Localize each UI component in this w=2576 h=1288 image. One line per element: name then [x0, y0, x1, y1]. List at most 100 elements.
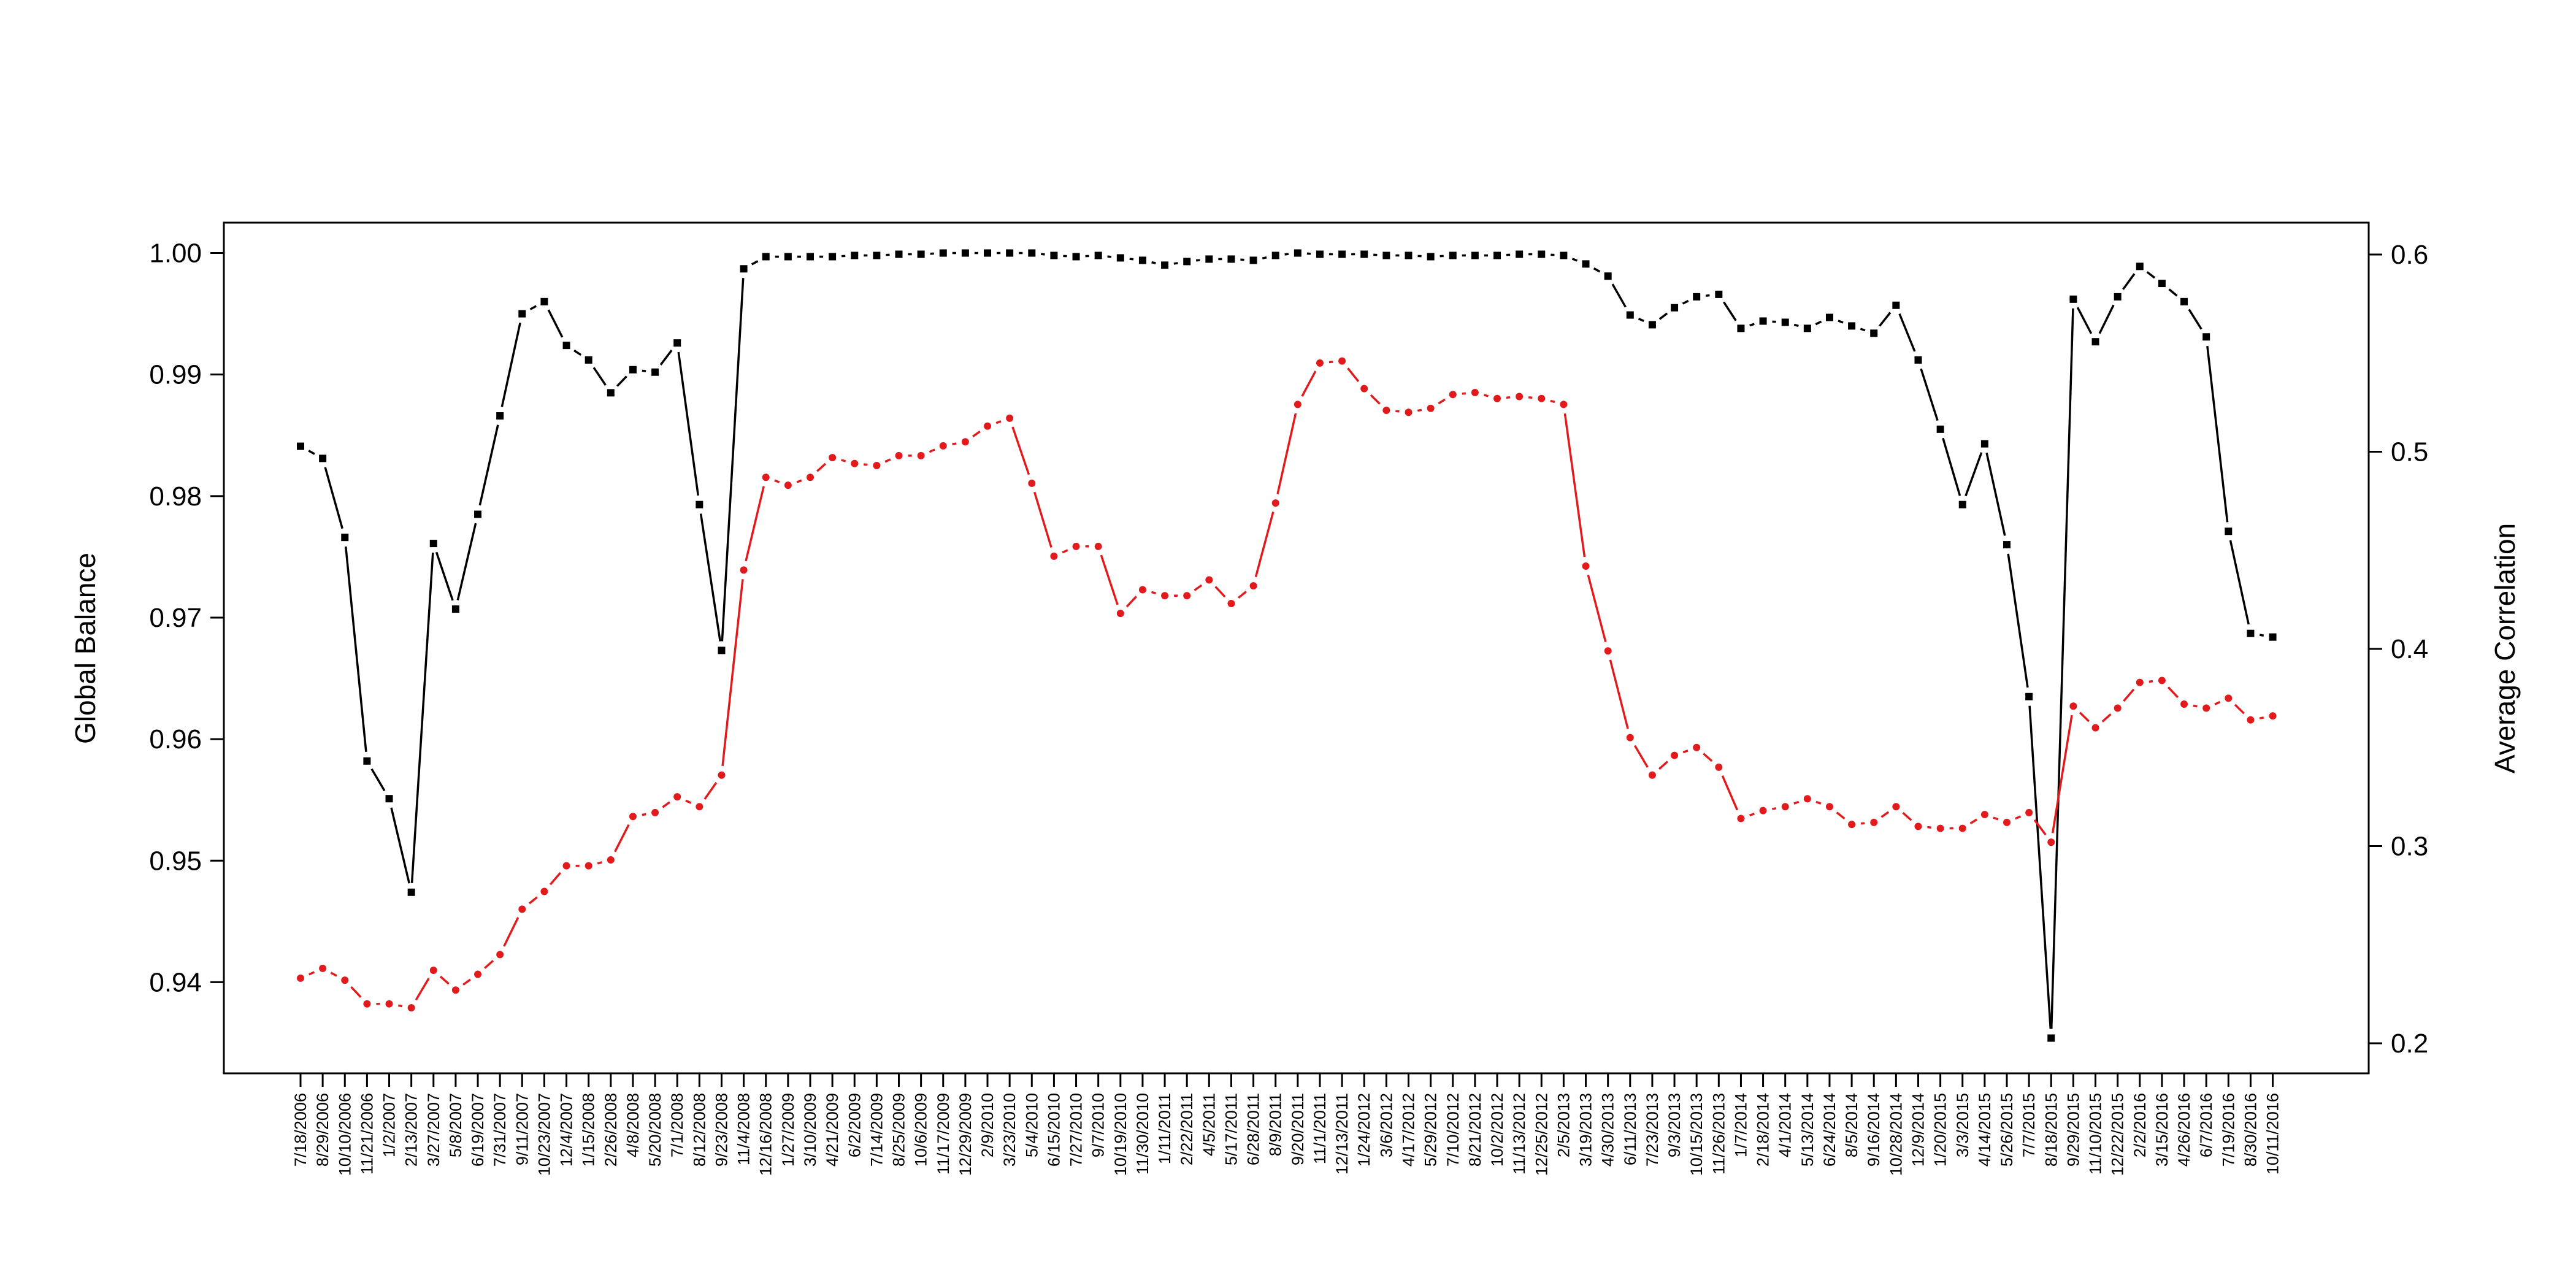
series-segment: [500, 322, 521, 407]
data-point: [1006, 249, 1014, 257]
series-segment: [1609, 659, 1629, 729]
data-point: [1006, 414, 1014, 422]
series-segment: [1151, 591, 1157, 595]
data-point: [297, 442, 304, 450]
x-tick-label: 6/28/2011: [1244, 1093, 1263, 1165]
data-point: [1183, 592, 1191, 600]
data-point: [2047, 838, 2055, 846]
series-segment: [1593, 267, 1601, 273]
data-point: [1050, 552, 1058, 560]
series-segment: [1902, 811, 1912, 821]
x-tick-label: 3/3/2015: [1953, 1093, 1972, 1157]
data-point: [1028, 249, 1036, 257]
series-segment: [841, 459, 846, 462]
x-tick-label: 9/20/2011: [1289, 1093, 1307, 1165]
data-point: [651, 808, 659, 816]
data-point: [2091, 338, 2099, 346]
series-segment: [929, 448, 935, 453]
right-axis-label: Average Correlation: [2489, 523, 2521, 773]
data-point: [451, 986, 459, 994]
data-point: [1693, 743, 1701, 751]
data-point: [540, 297, 548, 305]
data-point: [673, 793, 681, 801]
left-y-axis: 0.94 0.95 0.96 0.97 0.98 0.99 1.00: [149, 239, 224, 997]
x-tick-label: 2/13/2007: [402, 1093, 421, 1167]
series-segment: [659, 350, 673, 366]
data-point: [1604, 272, 1612, 280]
series-segment: [1682, 749, 1689, 754]
data-point: [2136, 678, 2144, 686]
x-tick-label: 4/1/2014: [1776, 1093, 1795, 1157]
series-segment: [1927, 826, 1931, 829]
data-point: [429, 540, 437, 548]
data-point: [1958, 500, 1966, 508]
data-point: [1848, 322, 1856, 330]
x-tick-label: 11/17/2009: [934, 1093, 953, 1175]
series-segment: [1836, 811, 1846, 820]
data-point: [1050, 251, 1058, 259]
series-segment: [1462, 392, 1466, 395]
data-point: [806, 253, 814, 261]
series-segment: [1838, 320, 1844, 324]
data-point: [341, 534, 349, 542]
series-segment: [2193, 704, 2198, 708]
right-tick-label: 0.2: [2391, 1029, 2428, 1059]
series-segment: [1793, 323, 1799, 328]
data-point: [562, 342, 570, 350]
data-point: [829, 253, 837, 261]
series-segment: [721, 579, 744, 767]
data-point: [629, 366, 637, 374]
left-tick-label: 0.94: [149, 967, 202, 997]
series-segment: [330, 972, 337, 977]
data-point: [1560, 251, 1568, 259]
series-segment: [616, 375, 627, 387]
data-point: [1271, 499, 1279, 507]
data-point: [740, 265, 748, 273]
series-segment: [1301, 370, 1317, 397]
x-tick-label: 7/27/2010: [1067, 1093, 1086, 1167]
data-point: [1759, 807, 1767, 815]
data-point: [1980, 440, 1988, 448]
series-segment: [344, 546, 367, 753]
data-point: [407, 1004, 415, 1012]
data-point: [518, 310, 526, 318]
series-segment: [816, 462, 827, 472]
series-segment: [462, 978, 471, 986]
series-segment: [1173, 262, 1178, 265]
x-tick-label: 9/3/2013: [1665, 1093, 1684, 1157]
x-tick-label: 10/2/2012: [1488, 1093, 1506, 1167]
x-tick-label: 7/10/2012: [1444, 1093, 1462, 1167]
x-tick-label: 8/30/2016: [2241, 1093, 2260, 1167]
series-2: [297, 357, 2277, 1012]
data-point: [1848, 821, 1856, 829]
data-point: [2069, 295, 2077, 303]
x-tick-label: 3/15/2016: [2153, 1093, 2171, 1167]
x-tick-label: 4/14/2015: [1976, 1093, 1994, 1167]
x-tick-label: 11/21/2006: [358, 1093, 376, 1175]
series-segment: [529, 305, 537, 310]
data-point: [1028, 479, 1036, 487]
data-point: [1094, 542, 1102, 550]
x-tick-label: 11/13/2012: [1510, 1093, 1528, 1175]
series-segment: [1860, 328, 1866, 332]
series-segment: [662, 801, 671, 808]
data-point: [1227, 255, 1235, 263]
data-point: [1803, 324, 1811, 332]
x-tick-label: 9/7/2010: [1089, 1093, 1108, 1157]
series-segment: [1749, 813, 1755, 817]
series-segment: [1214, 586, 1226, 598]
data-point: [474, 510, 482, 518]
series-segment: [677, 351, 700, 496]
data-point: [1715, 763, 1723, 771]
data-point: [2069, 702, 2077, 710]
data-point: [696, 803, 703, 811]
x-tick-label: 8/5/2014: [1842, 1093, 1861, 1157]
data-point: [1449, 251, 1457, 259]
data-point: [2225, 694, 2233, 702]
series-segment: [1633, 745, 1649, 768]
data-point: [1671, 304, 1679, 312]
data-point: [784, 481, 792, 489]
x-tick-label: 1/15/2008: [580, 1093, 598, 1167]
series-segment: [1969, 818, 1978, 825]
